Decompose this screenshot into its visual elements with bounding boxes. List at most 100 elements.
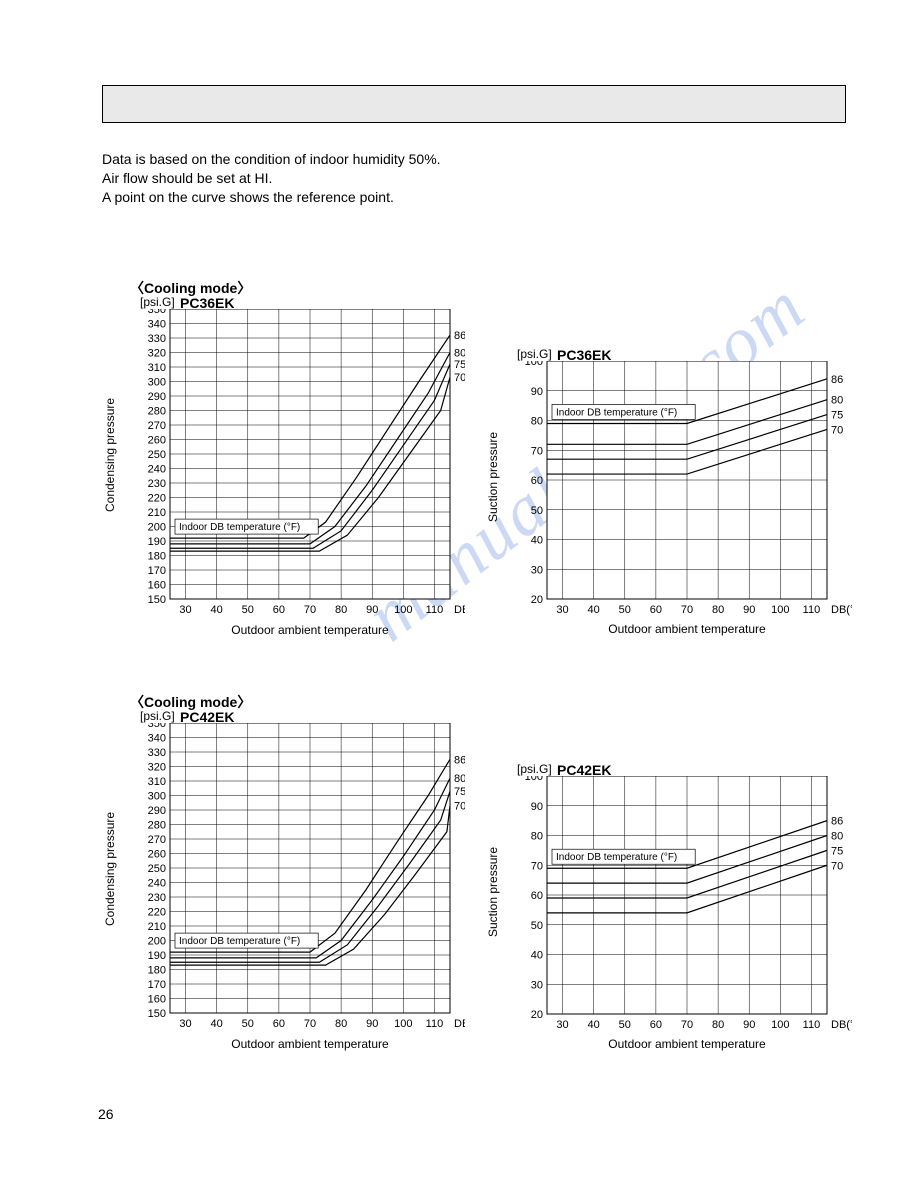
svg-text:230: 230 xyxy=(148,892,166,904)
svg-text:20: 20 xyxy=(531,594,543,606)
chart-1-svg: 1501601701801902002102202302402502602702… xyxy=(115,309,465,649)
svg-text:30: 30 xyxy=(556,604,568,616)
svg-text:330: 330 xyxy=(148,747,166,759)
svg-text:260: 260 xyxy=(148,849,166,861)
svg-text:100: 100 xyxy=(525,361,543,368)
svg-text:220: 220 xyxy=(148,493,166,505)
svg-text:290: 290 xyxy=(148,391,166,403)
svg-text:60: 60 xyxy=(531,475,543,487)
svg-text:270: 270 xyxy=(148,420,166,432)
svg-text:70: 70 xyxy=(681,604,693,616)
chart-3-svg: 1501601701801902002102202302402502602702… xyxy=(115,723,465,1063)
svg-text:Indoor DB temperature (°F): Indoor DB temperature (°F) xyxy=(179,522,300,533)
svg-text:300: 300 xyxy=(148,377,166,389)
chart-2-container: [psi.G] PC36EK Suction pressure 20304050… xyxy=(492,347,852,647)
svg-text:DB(°F): DB(°F) xyxy=(831,1019,852,1031)
svg-text:270: 270 xyxy=(148,834,166,846)
page-number: 26 xyxy=(98,1106,114,1122)
svg-text:110: 110 xyxy=(426,604,444,616)
svg-text:260: 260 xyxy=(148,435,166,447)
svg-text:310: 310 xyxy=(148,362,166,374)
svg-text:40: 40 xyxy=(531,535,543,547)
svg-text:170: 170 xyxy=(148,979,166,991)
svg-text:110: 110 xyxy=(803,1019,821,1031)
svg-text:280: 280 xyxy=(148,406,166,418)
svg-text:100: 100 xyxy=(771,1019,789,1031)
svg-text:100: 100 xyxy=(394,604,412,616)
svg-text:70: 70 xyxy=(454,372,465,384)
svg-text:80: 80 xyxy=(712,1019,724,1031)
svg-text:340: 340 xyxy=(148,319,166,331)
chart-3-xlabel: Outdoor ambient temperature xyxy=(170,1037,450,1051)
svg-text:340: 340 xyxy=(148,733,166,745)
chart-2-svg: 203040506070809010030405060708090100110D… xyxy=(492,361,852,641)
svg-text:300: 300 xyxy=(148,791,166,803)
svg-text:60: 60 xyxy=(273,1018,285,1030)
svg-text:40: 40 xyxy=(531,950,543,962)
svg-text:70: 70 xyxy=(531,860,543,872)
svg-text:86: 86 xyxy=(831,374,843,386)
svg-text:70: 70 xyxy=(454,801,465,813)
svg-text:100: 100 xyxy=(771,604,789,616)
svg-text:250: 250 xyxy=(148,449,166,461)
svg-text:190: 190 xyxy=(148,536,166,548)
svg-text:70: 70 xyxy=(831,424,843,436)
svg-text:80: 80 xyxy=(712,604,724,616)
svg-text:150: 150 xyxy=(148,1008,166,1020)
svg-text:80: 80 xyxy=(831,395,843,407)
svg-text:170: 170 xyxy=(148,565,166,577)
svg-text:86: 86 xyxy=(454,330,465,342)
svg-text:20: 20 xyxy=(531,1009,543,1021)
page: Data is based on the condition of indoor… xyxy=(0,0,918,1188)
svg-text:DB(°F): DB(°F) xyxy=(454,1018,465,1030)
chart-1-unit: [psi.G] xyxy=(140,295,175,309)
svg-text:80: 80 xyxy=(831,831,843,843)
svg-text:350: 350 xyxy=(148,309,166,316)
svg-text:80: 80 xyxy=(335,1018,347,1030)
svg-text:110: 110 xyxy=(426,1018,444,1030)
svg-text:80: 80 xyxy=(531,831,543,843)
svg-text:90: 90 xyxy=(366,604,378,616)
svg-text:50: 50 xyxy=(619,1019,631,1031)
svg-text:DB(°F): DB(°F) xyxy=(454,604,465,616)
svg-text:86: 86 xyxy=(831,816,843,828)
chart-4-unit: [psi.G] xyxy=(517,762,552,776)
svg-text:90: 90 xyxy=(366,1018,378,1030)
svg-text:190: 190 xyxy=(148,950,166,962)
svg-text:160: 160 xyxy=(148,580,166,592)
svg-text:160: 160 xyxy=(148,994,166,1006)
svg-text:75: 75 xyxy=(831,845,843,857)
chart-4-xlabel: Outdoor ambient temperature xyxy=(547,1037,827,1051)
svg-text:100: 100 xyxy=(525,776,543,783)
chart-1-xlabel: Outdoor ambient temperature xyxy=(170,623,450,637)
svg-text:180: 180 xyxy=(148,551,166,563)
svg-text:75: 75 xyxy=(454,359,465,371)
svg-text:Indoor DB temperature (°F): Indoor DB temperature (°F) xyxy=(556,852,677,863)
svg-text:320: 320 xyxy=(148,348,166,360)
svg-text:290: 290 xyxy=(148,805,166,817)
svg-text:40: 40 xyxy=(211,604,223,616)
svg-text:30: 30 xyxy=(531,979,543,991)
svg-text:240: 240 xyxy=(148,878,166,890)
svg-text:110: 110 xyxy=(803,604,821,616)
svg-text:200: 200 xyxy=(148,522,166,534)
svg-text:60: 60 xyxy=(650,604,662,616)
svg-text:60: 60 xyxy=(650,1019,662,1031)
svg-text:40: 40 xyxy=(211,1018,223,1030)
svg-text:30: 30 xyxy=(531,564,543,576)
svg-text:DB(°F): DB(°F) xyxy=(831,604,852,616)
svg-text:90: 90 xyxy=(743,1019,755,1031)
svg-text:50: 50 xyxy=(242,1018,254,1030)
svg-text:100: 100 xyxy=(394,1018,412,1030)
svg-text:180: 180 xyxy=(148,965,166,977)
note-line-2: Air flow should be set at HI. xyxy=(102,169,441,188)
svg-text:50: 50 xyxy=(619,604,631,616)
svg-text:80: 80 xyxy=(454,348,465,360)
svg-text:330: 330 xyxy=(148,333,166,345)
chart-2-xlabel: Outdoor ambient temperature xyxy=(547,622,827,636)
svg-text:30: 30 xyxy=(179,604,191,616)
svg-text:320: 320 xyxy=(148,762,166,774)
svg-text:80: 80 xyxy=(335,604,347,616)
svg-text:Indoor DB temperature (°F): Indoor DB temperature (°F) xyxy=(556,407,677,418)
svg-text:90: 90 xyxy=(531,801,543,813)
